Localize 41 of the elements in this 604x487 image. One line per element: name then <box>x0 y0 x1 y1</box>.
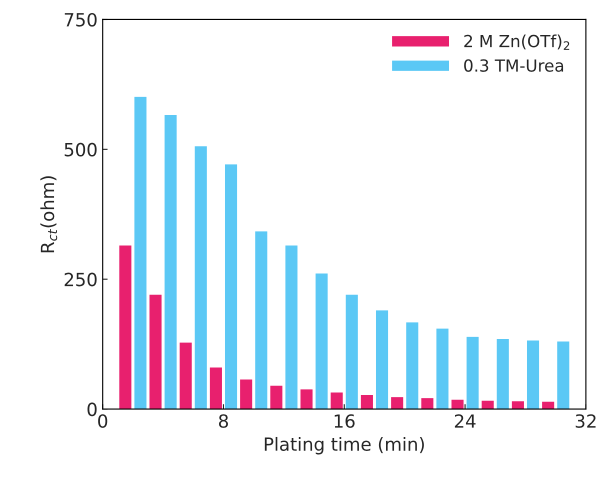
bar <box>451 400 464 410</box>
bar <box>496 338 509 410</box>
y-tick-label: 750 <box>64 12 97 27</box>
bar <box>330 392 343 410</box>
bar <box>134 96 146 410</box>
bar <box>224 164 238 410</box>
bar <box>270 386 282 410</box>
bar <box>255 231 268 410</box>
bar <box>316 274 328 410</box>
bar <box>300 389 313 410</box>
bar <box>482 400 494 410</box>
bar <box>557 342 570 410</box>
y-tick-label: 250 <box>64 272 97 286</box>
bar <box>164 115 177 410</box>
x-tick-label: 8 <box>218 414 228 428</box>
bar <box>194 146 207 410</box>
x-tick-label: 0 <box>98 414 108 428</box>
bar <box>526 340 540 410</box>
bar <box>360 395 373 410</box>
bar <box>119 245 132 410</box>
bar <box>436 328 448 410</box>
x-tick-label: 16 <box>334 414 355 428</box>
bar <box>149 294 162 410</box>
x-tick-label: 24 <box>454 414 476 428</box>
bar <box>285 245 298 410</box>
bar <box>406 322 418 410</box>
bar <box>391 397 404 410</box>
x-tick-label: 32 <box>576 414 596 428</box>
legend-label: 2 M Zn(OTf)$_{2}$ <box>464 34 570 50</box>
y-tick-label: 500 <box>64 142 97 156</box>
y-axis-title: R$_{ct}$(ohm) <box>40 176 58 252</box>
bar <box>376 310 388 410</box>
bar <box>180 342 192 410</box>
legend-label: 0.3 TM-Urea <box>464 59 564 72</box>
bar <box>421 398 434 410</box>
y-tick-label: 0 <box>88 402 97 416</box>
x-axis-title: Plating time (min) <box>264 436 424 454</box>
bar <box>240 379 252 410</box>
bar <box>346 294 358 410</box>
bar <box>210 368 222 410</box>
bar <box>466 336 479 410</box>
